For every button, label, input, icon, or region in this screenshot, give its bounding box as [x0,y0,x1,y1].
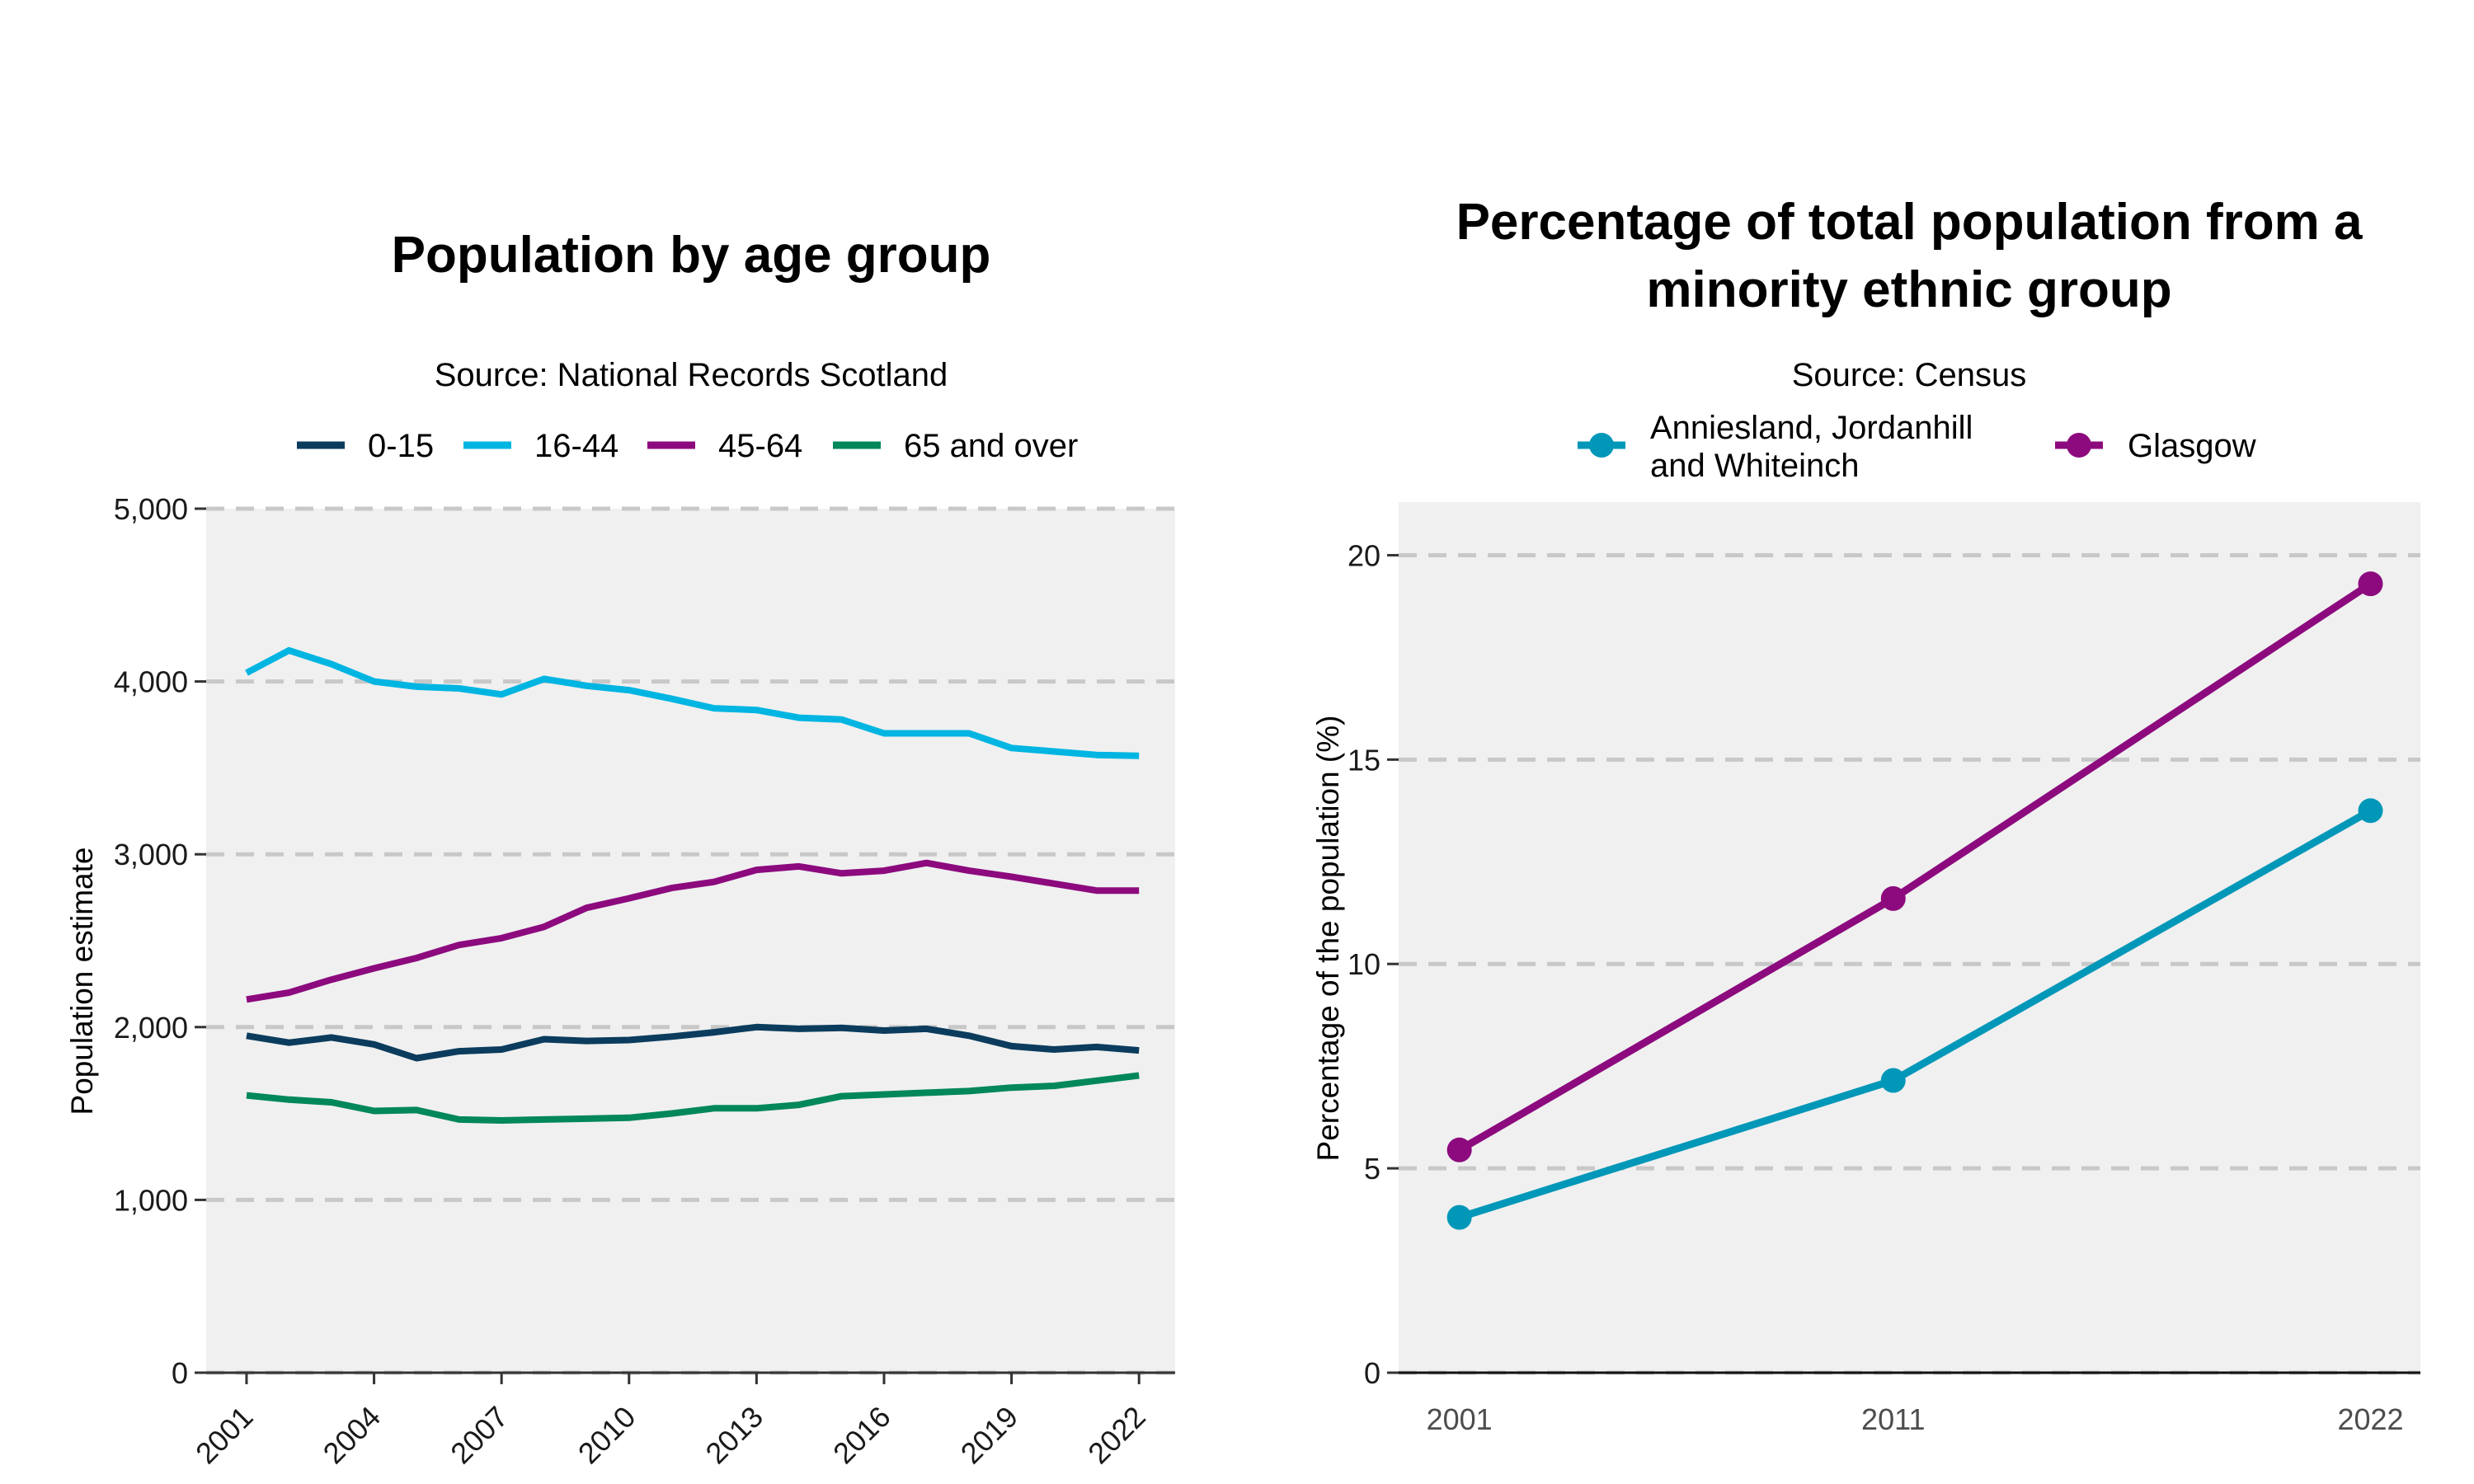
ethnic-chart-subtitle: Source: Census [1792,357,2027,393]
ethnic-series-point-glasgow-2022 [2358,571,2383,597]
age-series-line-0-15 [246,1023,1140,1062]
age-chart-plot-area [206,509,1175,1374]
ethnic-chart-axes: 0 5 10 15 20 2001 2011 2022 [1348,538,2420,1436]
ethnic-chart-series [1446,571,2383,1230]
age-series-line-65-and-over [246,1072,1140,1124]
age-chart-x-tick-label-2007: 2007 [444,1400,515,1471]
age-chart-y-tick-label-2000: 2,000 [114,1011,188,1045]
ethnic-chart-title-line-1: Percentage of total population from a [1456,194,2363,251]
age-chart-legend: 0-15 16-44 45-64 65 and over [297,428,1078,464]
age-series-line-16-44 [245,646,1140,759]
ethnic-series-point-anniesland-jordanhill-and-whiteinch-2022 [2358,798,2383,824]
ethnic-chart-x-tick-label-2001: 2001 [1427,1402,1493,1436]
ethnic-series-point-glasgow-2011 [1880,885,1906,911]
ethnic-legend-key-point-glasgow [2067,433,2091,458]
age-chart-x-tick-label-2016: 2016 [826,1400,897,1471]
ethnic-chart-y-tick-label-10: 10 [1348,947,1380,981]
age-legend-label-16-44: 16-44 [534,428,618,464]
ethnic-legend-key-point-anniesland-jordanhill-and-whiteinch [1589,433,1614,458]
ethnic-group-chart: Percentage of total population from a mi… [1311,194,2420,1436]
ethnic-chart-x-tick-label-2011: 2011 [1861,1402,1925,1436]
ethnic-series-point-glasgow-2001 [1446,1137,1472,1162]
ethnic-chart-title-line-2: minority ethnic group [1646,261,2171,318]
age-chart-x-tick-label-2010: 2010 [571,1400,642,1471]
ethnic-series-point-anniesland-jordanhill-and-whiteinch-2001 [1446,1205,1472,1230]
ethnic-chart-y-tick-label-5: 5 [1364,1152,1380,1186]
age-chart-x-tick-label-2022: 2022 [1081,1400,1152,1471]
age-chart-y-tick-label-1000: 1,000 [114,1183,188,1217]
ethnic-chart-plot-area [1399,502,2420,1374]
age-chart-subtitle: Source: National Records Scotland [435,357,948,393]
age-chart-y-tick-label-4000: 4,000 [114,665,188,699]
age-chart-x-tick-label-2001: 2001 [189,1400,260,1471]
age-chart-x-tick-label-2013: 2013 [698,1400,769,1471]
age-chart-title: Population by age group [392,227,991,284]
age-chart-y-tick-label-0: 0 [172,1356,188,1390]
ethnic-legend-label-anniesland-jordanhill-and-whiteinch-line-1: Anniesland, Jordanhill [1650,410,1973,446]
ethnic-chart-x-tick-label-2022: 2022 [2337,1402,2403,1436]
age-group-chart: Population by age group Source: National… [65,227,1175,1470]
ethnic-legend-label-anniesland-jordanhill-and-whiteinch-line-2: and Whiteinch [1650,448,1859,484]
age-legend-label-65-and-over: 65 and over [904,428,1078,464]
ethnic-chart-y-tick-label-20: 20 [1348,538,1380,572]
age-legend-label-45-64: 45-64 [718,428,802,464]
age-chart-y-tick-label-5000: 5,000 [114,492,188,526]
age-chart-y-axis-title: Population estimate [65,848,99,1115]
ethnic-legend-label-glasgow-line-1: Glasgow [2128,428,2256,464]
age-series-line-45-64 [246,859,1140,1003]
age-chart-series [245,646,1140,1124]
ethnic-chart-y-tick-label-0: 0 [1364,1356,1380,1390]
ethnic-series-point-anniesland-jordanhill-and-whiteinch-2011 [1880,1068,1906,1093]
age-chart-y-tick-label-3000: 3,000 [114,838,188,871]
age-legend-label-0-15: 0-15 [368,428,434,464]
ethnic-chart-y-tick-label-15: 15 [1348,743,1380,777]
age-chart-x-tick-label-2004: 2004 [317,1400,388,1471]
age-chart-x-tick-label-2019: 2019 [954,1400,1025,1471]
ethnic-chart-y-axis-title: Percentage of the population (%) [1311,716,1345,1162]
